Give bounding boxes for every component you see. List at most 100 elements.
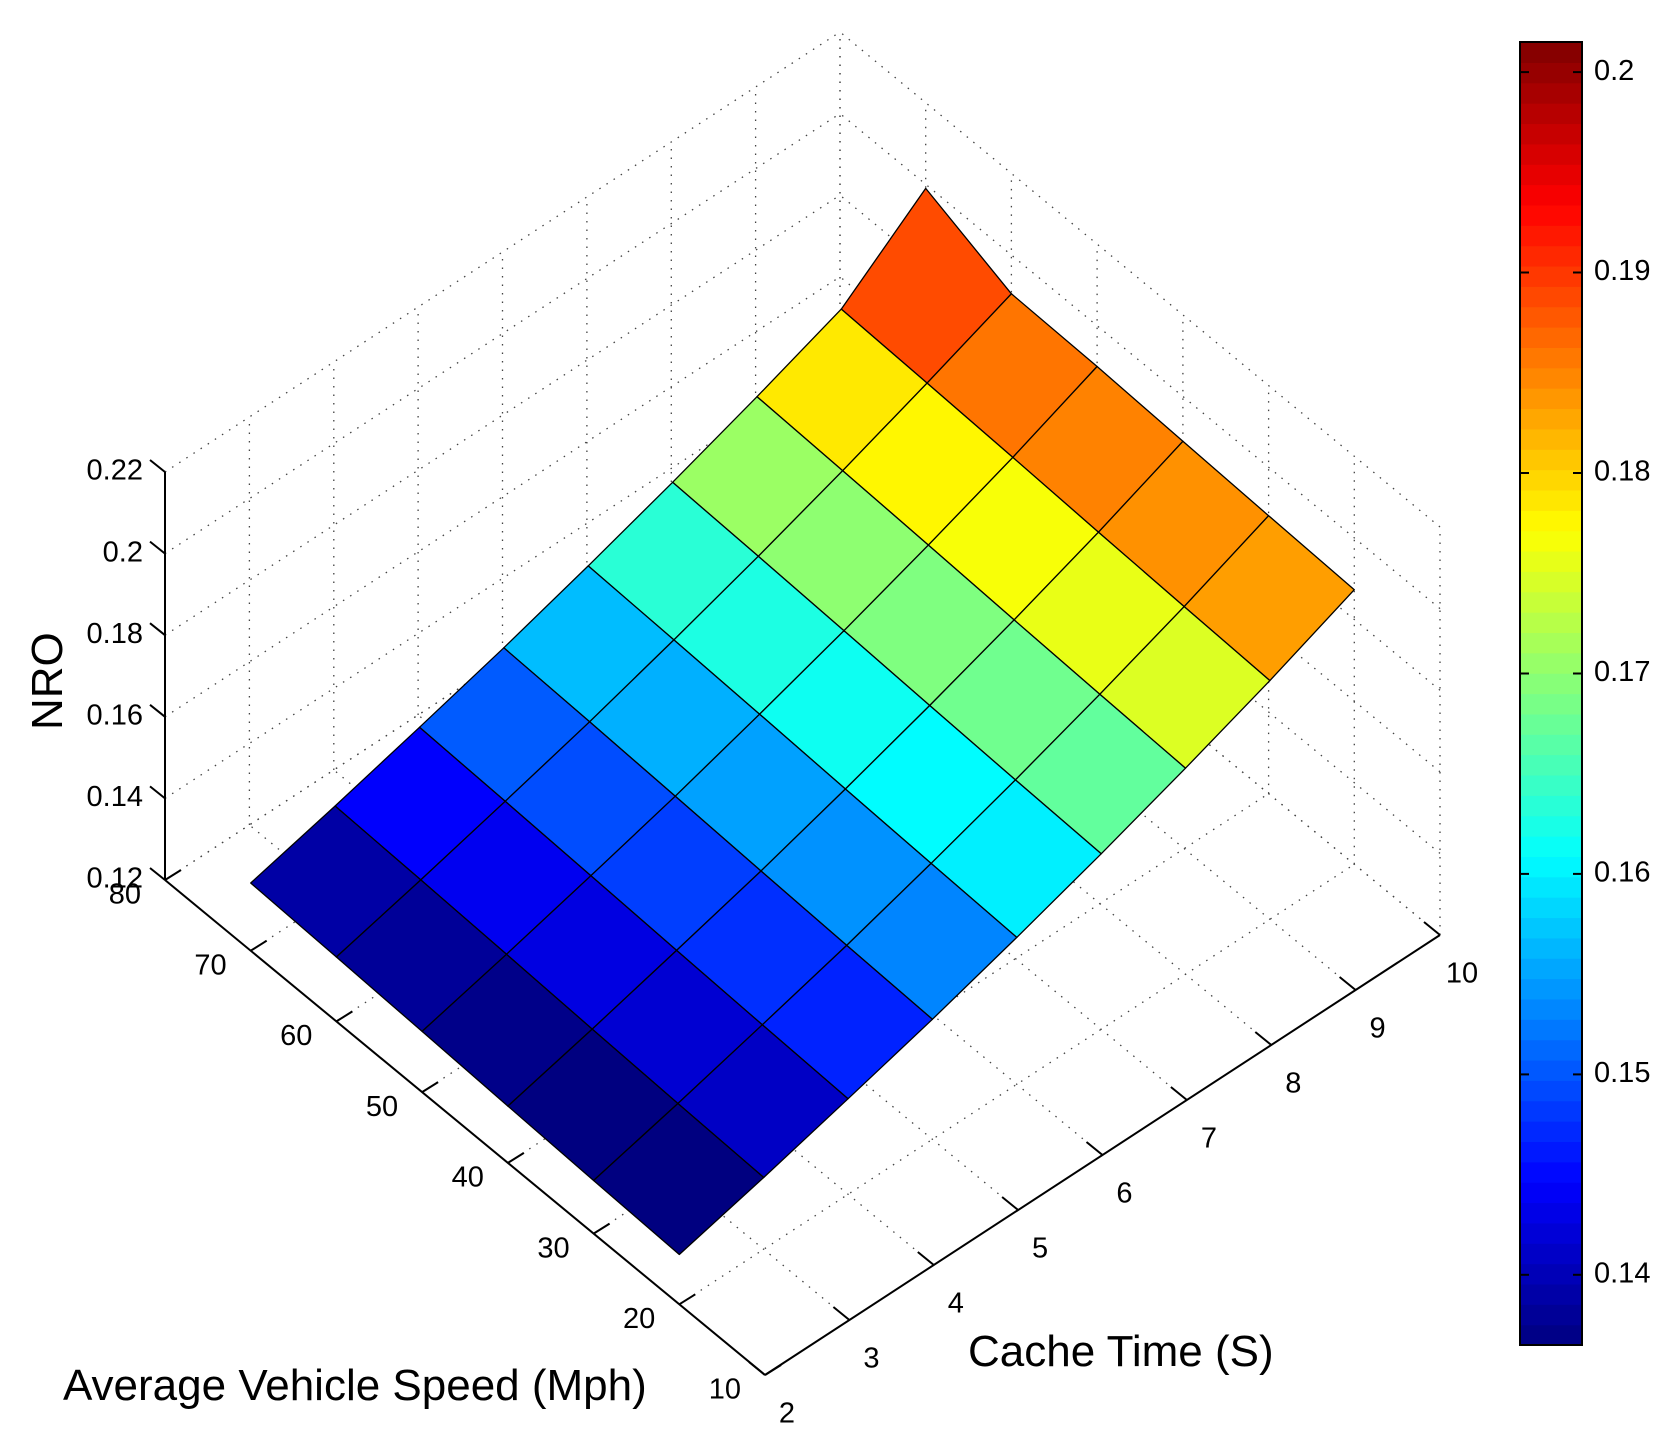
colorbar-swatch bbox=[1520, 897, 1582, 919]
colorbar-swatch bbox=[1520, 774, 1582, 796]
y-tick-label: 8 bbox=[1285, 1068, 1301, 1100]
colorbar-swatch bbox=[1520, 489, 1582, 511]
colorbar-swatch bbox=[1520, 571, 1582, 593]
x-tick bbox=[164, 869, 182, 881]
y-tick bbox=[832, 1306, 851, 1321]
y-tick-label: 2 bbox=[779, 1398, 795, 1430]
colorbar-swatch bbox=[1520, 530, 1582, 552]
y-tick-label: 7 bbox=[1201, 1123, 1217, 1155]
colorbar-swatch bbox=[1520, 917, 1582, 939]
colorbar-swatch bbox=[1520, 449, 1582, 471]
colorbar-swatch bbox=[1520, 1182, 1582, 1204]
colorbar-swatch bbox=[1520, 632, 1582, 654]
colorbar-swatch bbox=[1520, 82, 1582, 104]
colorbar-swatch bbox=[1520, 1080, 1582, 1102]
colorbar-swatch bbox=[1520, 1039, 1582, 1061]
grid-line-z-back bbox=[164, 31, 841, 473]
colorbar-swatch bbox=[1520, 591, 1582, 613]
colorbar-swatch bbox=[1520, 1019, 1582, 1041]
x-tick-label: 30 bbox=[537, 1232, 569, 1264]
colorbar-swatch bbox=[1520, 1202, 1582, 1224]
colorbar-swatch bbox=[1520, 1161, 1582, 1183]
colorbar-swatch bbox=[1520, 164, 1582, 186]
z-tick bbox=[149, 540, 166, 555]
x-tick bbox=[593, 1222, 611, 1235]
y-tick-label: 5 bbox=[1032, 1233, 1048, 1265]
x-tick bbox=[335, 1010, 353, 1023]
y-tick bbox=[1254, 1031, 1272, 1046]
z-tick-label: 0.12 bbox=[87, 863, 143, 895]
colorbar-swatch bbox=[1520, 510, 1582, 532]
colorbar-swatch bbox=[1520, 876, 1582, 898]
y-tick-label: 10 bbox=[1446, 958, 1478, 990]
colorbar-swatch bbox=[1520, 673, 1582, 695]
x-tick-label: 40 bbox=[452, 1162, 484, 1194]
colorbar-swatch bbox=[1520, 1243, 1582, 1265]
z-tick bbox=[149, 704, 166, 718]
colorbar-swatch bbox=[1520, 408, 1582, 430]
colorbar-swatch bbox=[1520, 184, 1582, 206]
colorbar-swatch bbox=[1520, 367, 1582, 389]
colorbar-swatch bbox=[1520, 388, 1582, 410]
colorbar-swatch bbox=[1520, 1059, 1582, 1081]
z-tick-label: 0.16 bbox=[87, 699, 143, 731]
colorbar-swatch bbox=[1520, 469, 1582, 491]
colorbar-swatch bbox=[1520, 265, 1582, 287]
colorbar-swatch bbox=[1520, 612, 1582, 634]
colorbar-swatch bbox=[1520, 937, 1582, 959]
z-tick bbox=[149, 867, 166, 881]
colorbar-swatch bbox=[1520, 693, 1582, 715]
x-tick-label: 80 bbox=[109, 879, 141, 911]
y-axis-label: Cache Time (S) bbox=[968, 1327, 1274, 1376]
colorbar-swatch bbox=[1520, 1121, 1582, 1143]
colorbar-swatch bbox=[1520, 1141, 1582, 1163]
colorbar-tick-label: 0.19 bbox=[1594, 255, 1650, 287]
y-tick bbox=[1085, 1141, 1104, 1156]
x-tick bbox=[764, 1364, 782, 1376]
colorbar-swatch bbox=[1520, 1283, 1582, 1305]
colorbar-swatch bbox=[1520, 62, 1582, 84]
colorbar-tick-label: 0.16 bbox=[1594, 857, 1650, 889]
x-tick-label: 50 bbox=[366, 1091, 398, 1123]
z-axis-label: NRO bbox=[23, 632, 72, 730]
y-tick bbox=[1423, 921, 1441, 936]
surface-plot bbox=[250, 187, 1355, 1256]
z-tick-label: 0.14 bbox=[87, 781, 143, 813]
colorbar-swatch bbox=[1520, 815, 1582, 837]
colorbar-tick-label: 0.2 bbox=[1594, 55, 1634, 87]
x-tick-label: 70 bbox=[194, 949, 226, 981]
colorbar-swatch bbox=[1520, 225, 1582, 247]
colorbar-swatch bbox=[1520, 428, 1582, 450]
x-tick-label: 20 bbox=[623, 1303, 655, 1335]
x-axis-label: Average Vehicle Speed (Mph) bbox=[63, 1361, 647, 1410]
z-tick bbox=[149, 785, 166, 800]
colorbar-swatch bbox=[1520, 123, 1582, 145]
colorbar-swatch bbox=[1520, 978, 1582, 1000]
colorbar-swatch bbox=[1520, 1324, 1582, 1346]
colorbar-swatch bbox=[1520, 1263, 1582, 1285]
colorbar-swatch bbox=[1520, 754, 1582, 776]
x-axis-line bbox=[164, 879, 766, 1376]
y-tick bbox=[1170, 1086, 1188, 1101]
colorbar-tick-label: 0.14 bbox=[1594, 1257, 1650, 1289]
tick-labels: 10 20 30 40 50 60 70 80 2 3 4 5 6 7 8 9 10 0.12 0.14 0.16 0.… bbox=[87, 455, 1479, 1430]
colorbar-tick-label: 0.18 bbox=[1594, 456, 1650, 488]
colorbar-swatch bbox=[1520, 713, 1582, 735]
z-tick-label: 0.2 bbox=[103, 536, 143, 568]
colorbar-swatch bbox=[1520, 306, 1582, 328]
colorbar-swatch bbox=[1520, 103, 1582, 125]
y-tick bbox=[1338, 976, 1357, 991]
colorbar-swatch bbox=[1520, 795, 1582, 817]
colorbar-swatch bbox=[1520, 856, 1582, 878]
colorbar-frame bbox=[1519, 41, 1583, 1346]
z-tick bbox=[149, 622, 166, 636]
colorbar-swatch bbox=[1520, 836, 1582, 857]
colorbar-swatch bbox=[1520, 998, 1582, 1020]
colorbar-swatch bbox=[1520, 143, 1582, 165]
colorbar-swatch bbox=[1520, 245, 1582, 267]
axes bbox=[149, 459, 1441, 1376]
colorbar-swatch bbox=[1520, 550, 1582, 572]
x-tick bbox=[507, 1152, 525, 1164]
x-tick bbox=[250, 939, 268, 952]
